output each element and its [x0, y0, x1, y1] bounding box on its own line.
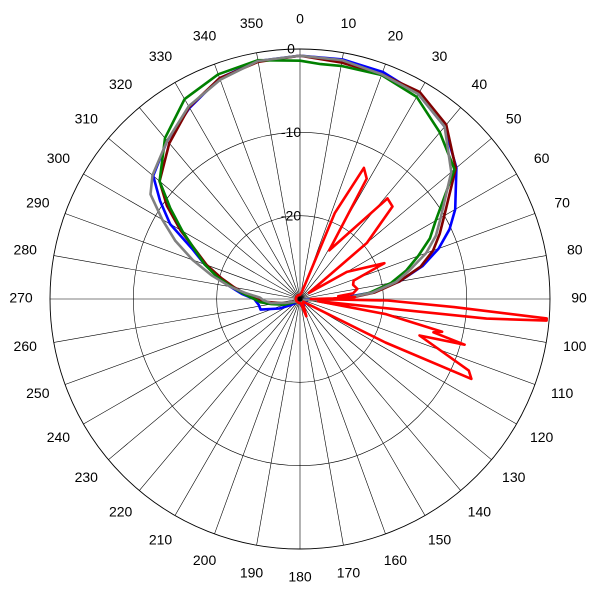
grid-spoke	[299, 298, 461, 491]
grid-spoke	[299, 298, 386, 535]
grid-spoke	[174, 82, 301, 300]
series-line-5	[294, 166, 548, 381]
grid-spoke	[299, 298, 426, 516]
angle-tick-label: 140	[468, 503, 492, 519]
grid-spoke	[299, 298, 344, 546]
angle-tick-label: 30	[432, 48, 448, 64]
angle-tick-label: 90	[571, 290, 587, 306]
angle-tick-label: 280	[14, 241, 38, 257]
angle-tick-label: 220	[109, 503, 133, 519]
grid-spoke	[64, 298, 301, 385]
grid-spoke	[64, 213, 301, 300]
angle-tick-label: 270	[9, 290, 33, 306]
angle-tick-label: 210	[149, 531, 173, 547]
angle-tick-label: 300	[47, 150, 71, 166]
grid-spoke	[299, 298, 536, 385]
angle-tick-label: 350	[240, 15, 264, 31]
grid-spoke	[256, 52, 301, 300]
angle-tick-label: 130	[502, 469, 526, 485]
grid-spoke	[53, 255, 301, 300]
angle-tick-label: 20	[388, 28, 404, 44]
angle-tick-label: 260	[14, 338, 38, 354]
angle-tick-label: 250	[26, 385, 50, 401]
angle-tick-label: 10	[341, 15, 357, 31]
grid-spoke	[108, 138, 301, 300]
radial-tick-label: -10	[281, 124, 301, 140]
angle-tick-label: 150	[428, 531, 452, 547]
angle-tick-label: 110	[551, 385, 574, 401]
angle-tick-label: 230	[75, 469, 99, 485]
tick-labels: 0 10 20 30 40 50 60 70 80 90 100 110 120 130 140 150 160…	[9, 11, 587, 585]
angle-tick-label: 240	[47, 429, 71, 445]
series-line-4	[149, 54, 453, 305]
angle-tick-label: 0	[296, 11, 304, 27]
angle-tick-label: 200	[193, 552, 217, 568]
grid-spoke	[83, 298, 301, 425]
grid-spoke	[108, 298, 301, 460]
grid-spoke	[53, 298, 301, 343]
grid-spoke	[256, 298, 301, 546]
grid-spoke	[299, 298, 517, 425]
grid-spoke	[214, 63, 301, 300]
angle-tick-label: 120	[530, 429, 554, 445]
series-layer	[149, 54, 548, 381]
angle-tick-label: 170	[337, 564, 361, 580]
radial-tick-label: -20	[281, 207, 301, 223]
radial-tick-label: 0	[287, 41, 295, 57]
grid-spoke	[299, 82, 426, 300]
angle-tick-label: 290	[26, 194, 50, 210]
angle-tick-label: 190	[240, 564, 264, 580]
angle-tick-label: 40	[472, 76, 488, 92]
grid-spoke	[299, 298, 492, 460]
angle-tick-label: 60	[534, 150, 550, 166]
angle-tick-label: 160	[384, 552, 408, 568]
grid-spoke	[83, 173, 301, 300]
angle-tick-label: 100	[563, 338, 587, 354]
angle-tick-label: 310	[75, 110, 99, 126]
grid-spoke	[214, 298, 301, 535]
angle-tick-label: 320	[109, 76, 133, 92]
angle-tick-label: 80	[567, 241, 583, 257]
angle-tick-label: 340	[193, 28, 217, 44]
angle-tick-label: 50	[506, 110, 522, 126]
grid-spoke	[139, 298, 301, 491]
angle-tick-label: 70	[554, 194, 570, 210]
grid-spoke	[299, 52, 344, 300]
angle-tick-label: 180	[288, 569, 312, 585]
polar-grid	[49, 48, 551, 550]
grid-spoke	[174, 298, 301, 516]
angle-tick-label: 330	[149, 48, 173, 64]
grid-spoke	[299, 255, 547, 300]
